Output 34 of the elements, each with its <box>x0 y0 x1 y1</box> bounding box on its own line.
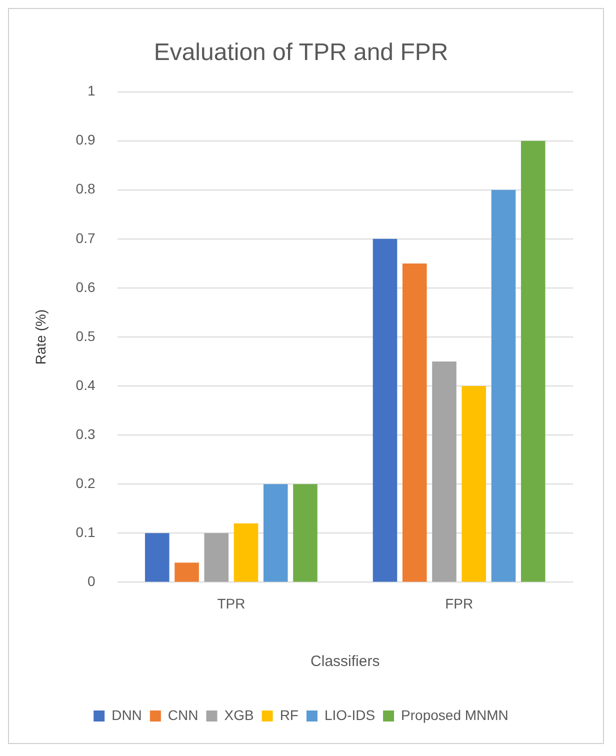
bar <box>372 238 398 582</box>
chart-title: Evaluation of TPR and FPR <box>154 39 448 66</box>
bar <box>174 562 199 582</box>
legend-label: LIO-IDS <box>324 706 376 723</box>
y-tick-label: 1 <box>87 82 96 99</box>
y-axis-title: Rate (%) <box>32 309 48 365</box>
y-tick-label: 0.7 <box>76 230 96 246</box>
y-tick-label: 0.6 <box>76 278 96 295</box>
y-tick-label: 0.3 <box>76 426 96 442</box>
legend-label: RF <box>280 706 298 723</box>
y-tick-label: 0.1 <box>76 524 96 540</box>
y-tick-label: 0 <box>87 573 96 590</box>
bar <box>293 484 318 582</box>
x-tick-label: TPR <box>217 595 246 612</box>
y-tick-label: 0.5 <box>76 328 96 344</box>
bar <box>520 140 546 582</box>
y-tick-label: 0.8 <box>76 180 96 197</box>
legend-label: XGB <box>224 706 254 723</box>
bar <box>234 523 258 582</box>
y-tick-label: 0.9 <box>76 132 96 148</box>
bar <box>432 362 456 582</box>
x-tick-label: FPR <box>445 595 474 612</box>
bar <box>491 190 516 582</box>
bar <box>462 386 486 582</box>
legend-label: DNN <box>112 706 142 723</box>
bar <box>204 533 229 582</box>
y-tick-label: 0.4 <box>76 376 96 393</box>
legend-label: CNN <box>168 706 198 723</box>
bar <box>263 484 288 582</box>
y-tick-label: 0.2 <box>76 474 96 491</box>
legend-label: Proposed MNMN <box>401 706 508 723</box>
bar <box>144 533 170 582</box>
x-axis-title: Classifiers <box>310 653 380 670</box>
bar <box>402 263 427 582</box>
